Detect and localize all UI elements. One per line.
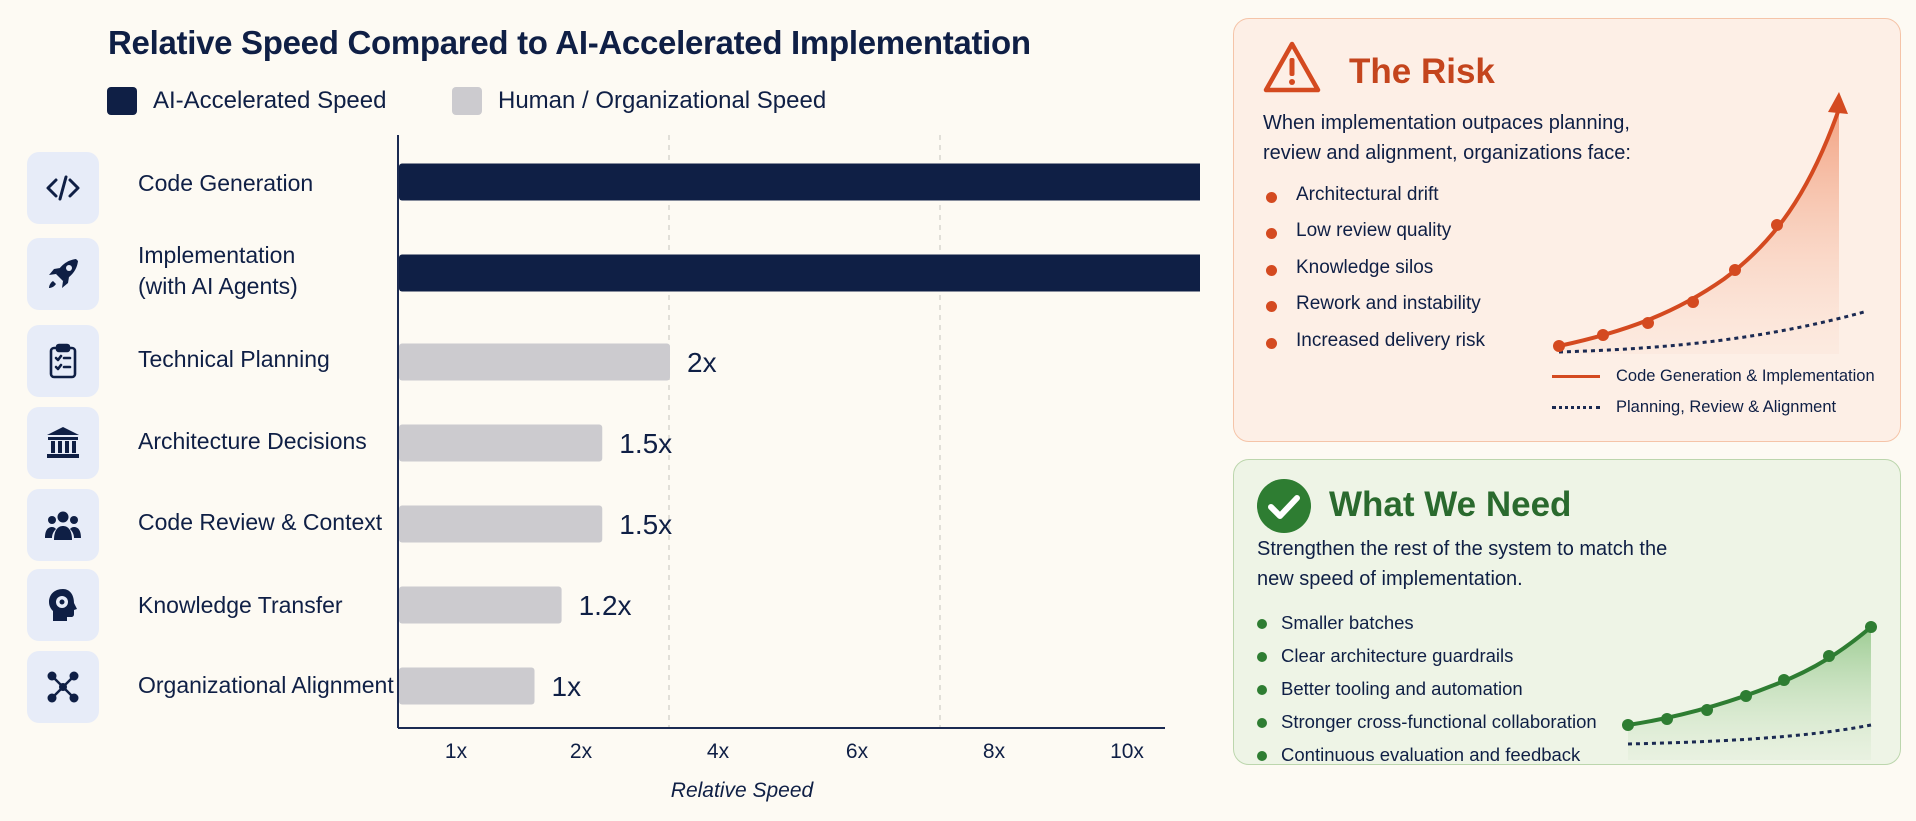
bar [399, 254, 1200, 292]
need-point [1740, 690, 1752, 702]
bar [399, 343, 670, 381]
risk-code-line [1558, 108, 1841, 348]
risk-bullet-list: Architectural drift Low review quality K… [1266, 184, 1485, 366]
row-label-implementation-text: Implementation (with AI Agents) [138, 242, 298, 299]
legend-human: Human / Organizational Speed [452, 86, 826, 116]
risk-point [1729, 264, 1741, 276]
risk-point [1687, 296, 1699, 308]
row-label-code-generation: Code Generation [138, 170, 314, 196]
legend-ai: AI-Accelerated Speed [107, 86, 386, 116]
bar-value-label: 1x [552, 671, 582, 702]
need-bullet: Continuous evaluation and feedback [1257, 744, 1597, 777]
need-bullet-list: Smaller batches Clear architecture guard… [1257, 612, 1597, 777]
x-tick-label: 2x [570, 740, 593, 763]
bar [399, 424, 603, 462]
need-bullet: Better tooling and automation [1257, 678, 1597, 711]
network-icon [27, 651, 99, 723]
warning-icon [1263, 41, 1321, 93]
need-bullet: Smaller batches [1257, 612, 1597, 645]
bar-value-label: 1.2x [579, 590, 632, 621]
risk-point [1642, 317, 1654, 329]
risk-arrow-head [1828, 92, 1848, 114]
risk-bullet: Increased delivery risk [1266, 330, 1485, 366]
row-label-code-review: Code Review & Context [138, 509, 383, 535]
x-axis-label: Relative Speed [671, 779, 815, 802]
people-icon [27, 489, 99, 561]
x-tick-label: 1x [445, 740, 468, 763]
row-label-organizational-alignment: Organizational Alignment [138, 672, 394, 698]
row-label-implementation: Implementation (with AI Agents) [138, 240, 298, 302]
need-intro: Strengthen the rest of the system to mat… [1257, 538, 1668, 590]
row-label-architecture-decisions: Architecture Decisions [138, 428, 367, 454]
chart-title: Relative Speed Compared to AI-Accelerate… [108, 24, 1031, 61]
need-point [1823, 650, 1835, 662]
need-bullet: Stronger cross-functional collaboration [1257, 711, 1597, 744]
x-tick-label: 10x [1110, 740, 1144, 763]
need-point [1865, 621, 1877, 633]
risk-legend-code: Code Generation & Implementation [1552, 367, 1875, 386]
risk-panel: The Risk When implementation outpaces pl… [1233, 18, 1901, 442]
code-icon [27, 152, 99, 224]
risk-point [1771, 219, 1783, 231]
need-area [1628, 627, 1871, 760]
x-tick-label: 4x [707, 740, 730, 763]
need-bullet: Clear architecture guardrails [1257, 645, 1597, 678]
legend-human-swatch [452, 87, 482, 115]
risk-plan-line [1558, 310, 1865, 354]
need-point [1661, 713, 1673, 725]
risk-point [1553, 340, 1565, 352]
risk-area [1559, 109, 1839, 354]
row-label-knowledge-transfer: Knowledge Transfer [138, 592, 343, 618]
risk-bullet: Low review quality [1266, 220, 1485, 256]
bar [399, 586, 562, 624]
need-panel: What We Need Strengthen the rest of the … [1233, 459, 1901, 765]
legend-ai-swatch [107, 87, 137, 115]
risk-intro: When implementation outpaces planning, r… [1263, 112, 1631, 164]
risk-legend-plan: Planning, Review & Alignment [1552, 398, 1836, 417]
check-circle-icon [1257, 479, 1311, 533]
need-plan-line [1627, 723, 1872, 746]
need-trend-chart [1622, 621, 1877, 760]
need-point [1622, 719, 1634, 731]
bank-icon [27, 407, 99, 479]
x-tick-label: 8x [983, 740, 1006, 763]
risk-bullet: Architectural drift [1266, 184, 1485, 220]
need-point [1701, 704, 1713, 716]
head-gear-icon [27, 569, 99, 641]
risk-point [1597, 329, 1609, 341]
clipboard-icon [27, 325, 99, 397]
risk-bullet: Rework and instability [1266, 293, 1485, 329]
risk-title: The Risk [1349, 52, 1495, 91]
need-point [1778, 674, 1790, 686]
risk-trend-chart [1553, 92, 1865, 354]
x-tick-label: 6x [846, 740, 869, 763]
bar-value-label: 1.5x [619, 509, 672, 540]
bar-value-label: 2x [687, 347, 717, 378]
bar [399, 505, 603, 543]
bar-value-label: 1.5x [619, 428, 672, 459]
row-label-technical-planning: Technical Planning [138, 346, 330, 372]
bar [399, 163, 1200, 201]
legend-ai-label: AI-Accelerated Speed [153, 87, 387, 114]
rocket-icon [27, 238, 99, 310]
legend-human-label: Human / Organizational Speed [498, 87, 827, 114]
need-title: What We Need [1329, 485, 1572, 524]
bar [399, 667, 535, 705]
risk-bullet: Knowledge silos [1266, 257, 1485, 293]
